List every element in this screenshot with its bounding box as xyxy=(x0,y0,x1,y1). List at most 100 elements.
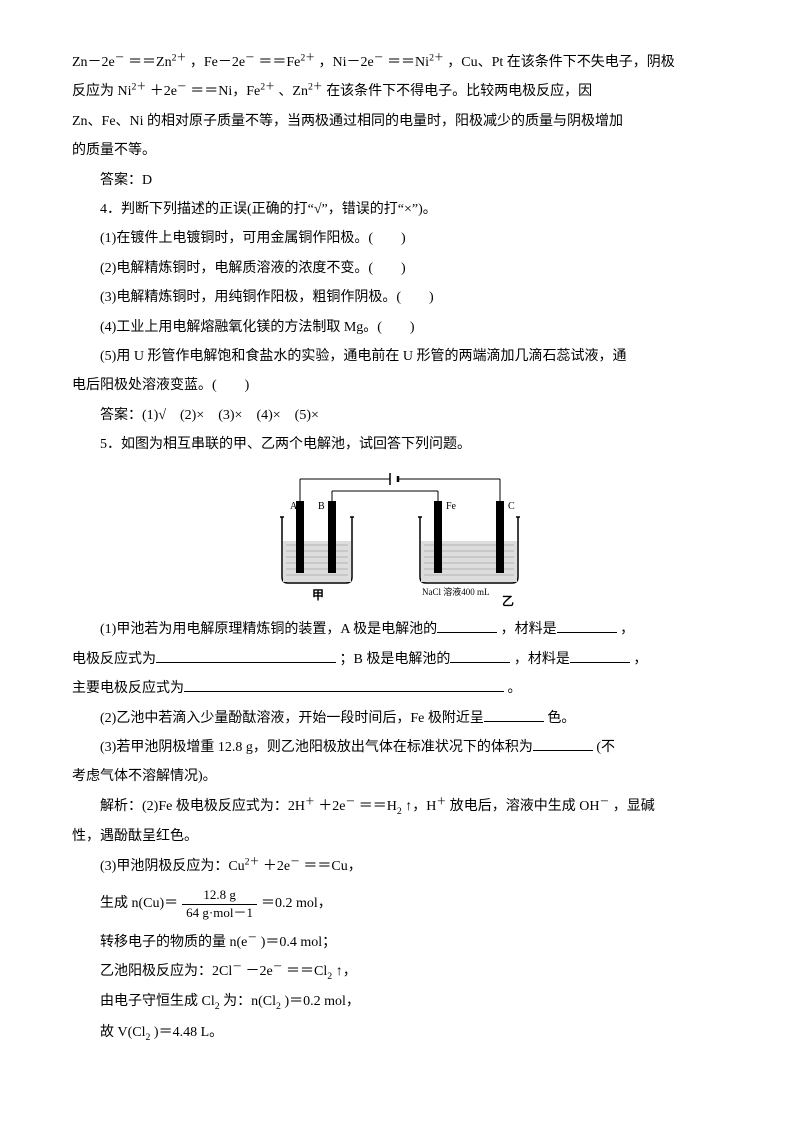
label-B: B xyxy=(318,501,325,512)
sup-minus: － xyxy=(177,82,187,93)
t: ＝＝H xyxy=(359,799,397,814)
t: ，材料是 xyxy=(501,622,557,637)
t: ＝＝Cl xyxy=(286,964,327,979)
sub-2: 2 xyxy=(276,1001,281,1012)
blank xyxy=(570,647,630,662)
blank xyxy=(450,647,510,662)
sup-minus: － xyxy=(374,52,384,63)
t: 乙池阳极反应为：2Cl xyxy=(100,964,232,979)
electrolysis-diagram: A B 甲 Fe C NaCl 溶液400 mL 乙 xyxy=(72,467,728,607)
t: )＝0.4 mol； xyxy=(261,935,336,950)
label-A: A xyxy=(290,501,298,512)
sup-2plus: 2＋ xyxy=(172,52,187,63)
sub-2: 2 xyxy=(215,1001,220,1012)
t: ＝＝Zn xyxy=(128,55,172,70)
t: (3)甲池阴极反应为：Cu xyxy=(100,859,245,874)
t: 故 V(Cl xyxy=(100,1025,146,1040)
numerator: 12.8 g xyxy=(199,887,240,904)
t: －2e xyxy=(246,964,273,979)
t: ，显碱 xyxy=(613,799,655,814)
sub-2: 2 xyxy=(397,806,402,817)
q5-i2: (2)乙池中若滴入少量酚酞溶液，开始一段时间后，Fe 极附近呈 色。 xyxy=(72,704,728,733)
q4-i2: (2)电解精炼铜时，电解质溶液的浓度不变。( ) xyxy=(72,254,728,283)
intro-line1: Zn－2e－ ＝＝Zn2＋ ，Fe－2e－ ＝＝Fe2＋ ，Ni－2e－ ＝＝N… xyxy=(72,48,728,77)
intro-answer: 答案：D xyxy=(72,166,728,195)
sup-minus: － xyxy=(115,52,125,63)
sup-minus: － xyxy=(290,856,300,867)
blank xyxy=(557,618,617,633)
blank xyxy=(184,677,504,692)
t: 反应为 Ni xyxy=(72,84,132,99)
sup-2plus: 2＋ xyxy=(308,82,323,93)
q5-i3-line1: (3)若甲池阴极增重 12.8 g，则乙池阳极放出气体在标准状况下的体积为 (不 xyxy=(72,733,728,762)
diagram-svg: A B 甲 Fe C NaCl 溶液400 mL 乙 xyxy=(270,467,530,607)
t: (2)乙池中若滴入少量酚酞溶液，开始一段时间后，Fe 极附近呈 xyxy=(100,711,484,726)
sub-2: 2 xyxy=(146,1032,151,1043)
q5-expl2-line1: 解析：(2)Fe 极电极反应式为：2H＋ ＋2e－ ＝＝H2 ↑，H＋ 放电后，… xyxy=(72,792,728,822)
sup-plus: ＋ xyxy=(305,796,315,807)
blank xyxy=(533,736,593,751)
blank xyxy=(156,647,336,662)
sup-minus: － xyxy=(345,796,355,807)
intro-line4: 的质量不等。 xyxy=(72,136,728,165)
sup-2plus: 2＋ xyxy=(300,52,315,63)
q4-i5a: (5)用 U 形管作电解饱和食盐水的实验，通电前在 U 形管的两端滴加几滴石蕊试… xyxy=(72,342,728,371)
t: 由电子守恒生成 Cl xyxy=(100,994,215,1009)
t: ＋2e xyxy=(318,799,345,814)
sup-minus: － xyxy=(232,961,242,972)
q4-i1: (1)在镀件上电镀铜时，可用金属铜作阳极。( ) xyxy=(72,224,728,253)
q5-i1-line2: 电极反应式为 ；B 极是电解池的 ，材料是 ， xyxy=(72,645,728,674)
t: ↑，H xyxy=(405,799,436,814)
t: 在该条件下不得电子。比较两电极反应，因 xyxy=(326,84,592,99)
blank xyxy=(484,706,544,721)
t: ，材料是 xyxy=(514,652,570,667)
t: ， xyxy=(633,652,647,667)
t: ＋2e xyxy=(263,859,290,874)
t: (1)甲池若为用电解原理精炼铜的装置，A 极是电解池的 xyxy=(100,622,437,637)
t: 主要电极反应式为 xyxy=(72,681,184,696)
t: 。 xyxy=(508,681,522,696)
label-C: C xyxy=(508,501,515,512)
sup-minus: － xyxy=(599,796,609,807)
t: 、Zn xyxy=(278,84,308,99)
t: ↑， xyxy=(336,964,357,979)
t: ＋2e xyxy=(150,84,177,99)
q5-stem: 5．如图为相互串联的甲、乙两个电解池，试回答下列问题。 xyxy=(72,430,728,459)
blank xyxy=(437,618,497,633)
t: ，Ni－2e xyxy=(319,55,374,70)
t: ，Cu、Pt 在该条件下不失电子，阴极 xyxy=(447,55,675,70)
t: ，Fe－2e xyxy=(190,55,245,70)
q5-i1-line1: (1)甲池若为用电解原理精炼铜的装置，A 极是电解池的 ，材料是 ， xyxy=(72,615,728,644)
fraction-row: 生成 n(Cu)＝ 12.8 g 64 g·mol－1 ＝0.2 mol， xyxy=(72,887,728,922)
sup-minus: － xyxy=(245,52,255,63)
t: ＝＝Ni xyxy=(387,55,429,70)
t: 解析：(2)Fe 极电极反应式为：2H xyxy=(100,799,305,814)
t: ＝＝Ni，Fe xyxy=(190,84,260,99)
t: ， xyxy=(620,622,634,637)
label-nacl: NaCl 溶液400 mL xyxy=(422,586,490,597)
q4-i5b: 电后阳极处溶液变蓝。( ) xyxy=(72,371,728,400)
label-yi: 乙 xyxy=(502,594,514,607)
q5-i1-line3: 主要电极反应式为 。 xyxy=(72,674,728,703)
q4-i3: (3)电解精炼铜时，用纯铜作阳极，粗铜作阴极。( ) xyxy=(72,283,728,312)
sup-minus: － xyxy=(273,961,283,972)
intro-line3: Zn、Fe、Ni 的相对原子质量不等，当两极通过相同的电量时，阳极减少的质量与阴… xyxy=(72,107,728,136)
label-jia: 甲 xyxy=(312,588,324,602)
label-Fe: Fe xyxy=(446,501,457,512)
q5-e5: 故 V(Cl2 )＝4.48 L。 xyxy=(72,1018,728,1048)
q5-expl3-line1: (3)甲池阴极反应为：Cu2＋ ＋2e－ ＝＝Cu， xyxy=(72,852,728,881)
q4-answer: 答案：(1)√ (2)× (3)× (4)× (5)× xyxy=(72,401,728,430)
fraction: 12.8 g 64 g·mol－1 xyxy=(182,887,257,922)
t: 电极反应式为 xyxy=(72,652,156,667)
q4-stem: 4．判断下列描述的正误(正确的打“√”，错误的打“×”)。 xyxy=(72,195,728,224)
q5-expl2-line2: 性，遇酚酞呈红色。 xyxy=(72,822,728,851)
t: ＝＝Fe xyxy=(258,55,300,70)
sup-2plus: 2＋ xyxy=(245,856,260,867)
t: ；B 极是电解池的 xyxy=(340,652,451,667)
q5-i3-line2: 考虑气体不溶解情况)。 xyxy=(72,762,728,791)
q5-e3: 乙池阳极反应为：2Cl－ －2e－ ＝＝Cl2 ↑， xyxy=(72,957,728,987)
q5-e4: 由电子守恒生成 Cl2 为：n(Cl2 )＝0.2 mol， xyxy=(72,987,728,1017)
sup-2plus: 2＋ xyxy=(132,82,147,93)
frac-pre: 生成 n(Cu)＝ xyxy=(100,896,178,913)
t: )＝0.2 mol， xyxy=(284,994,359,1009)
